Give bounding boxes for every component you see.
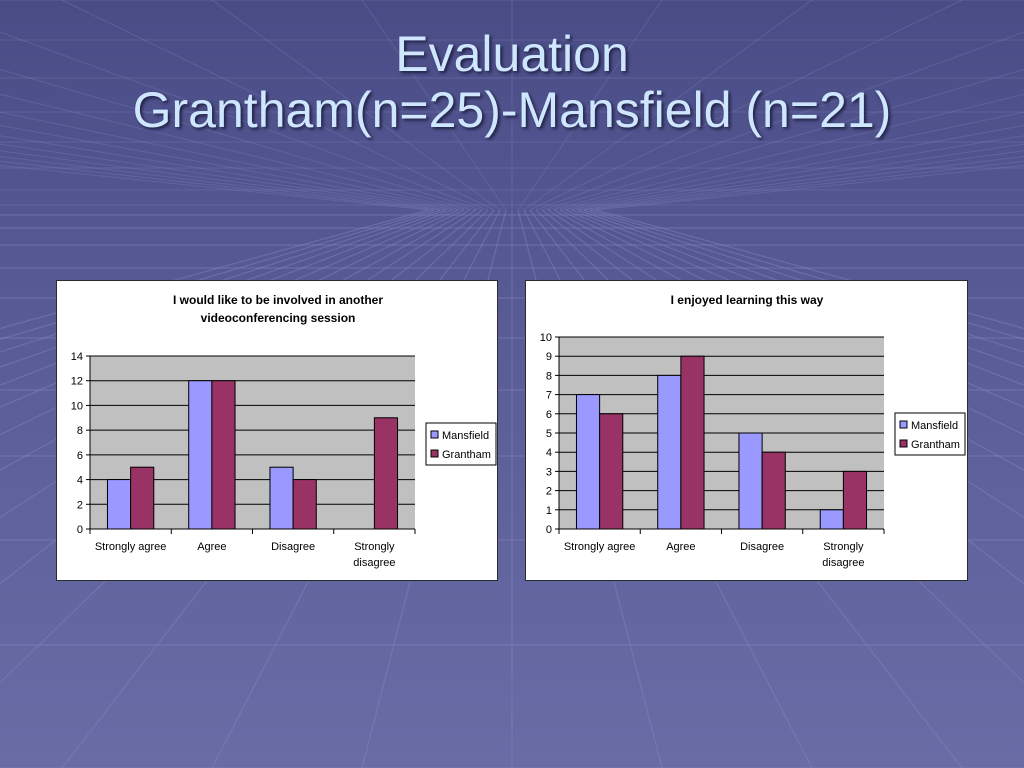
- bg-grid-line: [0, 143, 453, 211]
- bg-grid-line: [61, 0, 495, 211]
- bg-grid-line: [589, 160, 1024, 211]
- bg-grid-line: [0, 160, 435, 211]
- bar-grantham-0: [599, 413, 624, 530]
- chart-title-line: videoconferencing session: [201, 311, 356, 325]
- chart-panel-involvement: I would like to be involved in another vi…: [56, 280, 498, 581]
- legend-label-mansfield: Mansfield: [911, 420, 958, 432]
- bar-grantham-0: [130, 466, 155, 530]
- y-tick-label: 8: [546, 370, 552, 382]
- x-tick-label: Disagree: [271, 541, 315, 553]
- bg-grid-line: [553, 111, 1024, 211]
- y-tick-label: 5: [546, 428, 552, 440]
- bar-grantham-3: [373, 417, 399, 530]
- y-tick-label: 0: [77, 524, 83, 536]
- y-tick-label: 8: [77, 425, 83, 437]
- chart-title-line: I would like to be involved in another: [173, 293, 383, 307]
- bg-grid-line: [577, 150, 1024, 211]
- y-tick-label: 6: [546, 409, 552, 421]
- bar-mansfield-1: [188, 380, 213, 530]
- y-tick-label: 12: [71, 376, 83, 388]
- x-tick-label: Agree: [666, 541, 695, 553]
- bg-grid-line: [0, 111, 471, 211]
- bg-grid-line: [559, 124, 1024, 211]
- bg-grid-line: [0, 93, 477, 211]
- bg-grid-line: [0, 68, 483, 211]
- bg-grid-line: [517, 0, 663, 211]
- x-tick-label: Strongly agree: [564, 541, 636, 553]
- legend: [425, 422, 497, 466]
- legend-swatch-mansfield: [899, 420, 908, 429]
- y-tick-label: 6: [77, 450, 83, 462]
- x-tick-label: Strongly agree: [95, 541, 167, 553]
- legend: [894, 412, 966, 456]
- bg-grid-line: [535, 31, 1024, 211]
- bar-mansfield-3: [819, 509, 844, 530]
- chart-title-line: I enjoyed learning this way: [671, 293, 824, 307]
- legend-label-mansfield: Mansfield: [442, 430, 489, 442]
- bg-grid-line: [0, 164, 429, 211]
- bg-grid-line: [541, 68, 1024, 211]
- bar-grantham-1: [211, 380, 236, 530]
- legend-swatch-grantham: [430, 449, 439, 458]
- bar-grantham-2: [292, 479, 317, 530]
- slide-title-line-1: Evaluation: [395, 26, 629, 82]
- y-tick-label: 1: [546, 505, 552, 517]
- bar-grantham-1: [680, 355, 705, 530]
- y-tick-label: 14: [71, 351, 83, 363]
- bg-grid-line: [361, 0, 507, 211]
- bg-grid-line: [0, 150, 447, 211]
- y-tick-label: 2: [77, 499, 83, 511]
- y-tick-label: 2: [546, 486, 552, 498]
- slide-title-line-2: Grantham(n=25)-Mansfield (n=21): [132, 82, 892, 138]
- bg-grid-line: [0, 31, 489, 211]
- y-tick-label: 4: [546, 447, 552, 459]
- bar-mansfield-0: [575, 394, 601, 530]
- y-tick-label: 10: [540, 332, 552, 344]
- y-tick-label: 9: [546, 351, 552, 363]
- bar-grantham-2: [761, 451, 786, 530]
- chart-panel-enjoyment: I enjoyed learning this way 0 1 2 3 4 5 6 7 8 9 10 S…: [525, 280, 968, 581]
- bar-mansfield-1: [657, 374, 682, 530]
- bg-grid-line: [547, 93, 1024, 211]
- chart-involvement: I would like to be involved in another vi…: [71, 293, 497, 569]
- y-tick-label: 0: [546, 524, 552, 536]
- legend-label-grantham: Grantham: [442, 449, 491, 461]
- y-tick-label: 7: [546, 390, 552, 402]
- legend-label-grantham: Grantham: [911, 439, 960, 451]
- y-tick-label: 3: [546, 466, 552, 478]
- x-tick-label: Strongly: [823, 541, 864, 553]
- bg-grid-line: [583, 156, 1024, 211]
- bar-mansfield-0: [106, 479, 132, 530]
- x-tick-label: disagree: [353, 557, 395, 569]
- bg-grid-line: [595, 164, 1024, 211]
- x-tick-label: disagree: [822, 557, 864, 569]
- y-tick-label: 4: [77, 475, 83, 487]
- bg-grid-line: [0, 156, 441, 211]
- bar-grantham-3: [842, 470, 868, 530]
- bar-mansfield-2: [269, 466, 294, 530]
- bg-grid-line: [0, 135, 459, 211]
- bg-grid-line: [211, 0, 501, 211]
- bg-grid-line: [571, 143, 1024, 211]
- x-tick-label: Agree: [197, 541, 226, 553]
- x-tick-label: Strongly: [354, 541, 395, 553]
- bar-mansfield-2: [738, 432, 763, 530]
- y-tick-label: 10: [71, 400, 83, 412]
- x-tick-label: Disagree: [740, 541, 784, 553]
- legend-swatch-mansfield: [430, 430, 439, 439]
- legend-swatch-grantham: [899, 439, 908, 448]
- bg-grid-line: [565, 135, 1024, 211]
- bg-grid-line: [0, 124, 465, 211]
- bg-grid-line: [523, 0, 813, 211]
- chart-enjoyment: I enjoyed learning this way 0 1 2 3 4 5 6 7 8 9 10 S…: [540, 293, 966, 569]
- slide-title: Evaluation Grantham(n=25)-Mansfield (n=2…: [0, 26, 1024, 138]
- bg-grid-line: [529, 0, 963, 211]
